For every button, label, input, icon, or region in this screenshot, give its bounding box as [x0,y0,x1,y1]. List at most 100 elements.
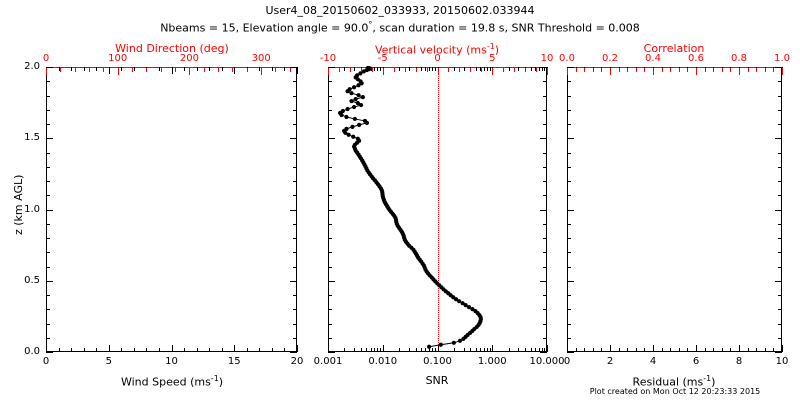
x-minor-tick [46,348,47,352]
data-point [356,83,361,88]
x-minor-tick-top [429,67,431,71]
x-minor-tick [486,348,488,352]
top-axis-tick-label: -10 [319,53,337,64]
x-minor-tick-top [486,67,488,71]
x-minor-tick-top [434,67,436,71]
x-minor-tick [782,348,783,352]
y-tick-right [778,266,782,268]
top-axis-minor-tick [246,68,248,72]
subtitle-elevation: Elevation angle = 90.0 [242,21,369,35]
top-axis-minor-tick [218,68,220,72]
panel-middle-top-axis-label: Vertical velocity (ms-1) [374,42,500,57]
x-minor-tick [221,348,223,352]
x-minor-tick [730,348,732,352]
y-tick [328,323,332,325]
x-minor-tick [121,348,123,352]
zero-vertical-velocity-line [437,68,439,351]
x-tick-label: 0.100 [423,356,452,367]
data-point [349,91,354,96]
top-axis-minor-tick [721,68,723,72]
x-minor-tick [739,348,740,352]
top-axis-minor-tick [437,68,439,72]
x-minor-tick [354,348,356,352]
data-point [344,126,349,131]
x-minor-tick [380,348,382,352]
x-minor-tick [83,348,85,352]
top-axis-tick-label: 0 [42,53,50,64]
x-tick-label: 0.001 [313,356,343,367]
top-axis-minor-tick [338,68,340,72]
x-minor-tick [425,348,427,352]
panel-middle-x-axis-label: SNR [425,374,449,387]
data-point [356,93,361,98]
x-minor-tick [627,348,629,352]
top-axis-tick-label: 5 [489,53,496,64]
panel-right-plot-area[interactable] [567,67,782,352]
y-tick-right [778,81,782,83]
y-tick-right [775,209,782,211]
y-tick-right [543,95,547,97]
x-major-tick [328,345,329,352]
y-tick-right [778,337,782,339]
x-minor-tick [184,348,186,352]
x-major-tick [547,345,548,352]
top-axis-minor-tick [618,68,620,72]
top-axis-tick-label: 10 [540,53,554,64]
data-point [344,114,349,120]
x-minor-tick [470,348,472,352]
y-tick [567,295,571,296]
top-axis-minor-tick [470,68,472,72]
top-axis-minor-tick [349,68,351,72]
y-tick-right [293,124,297,125]
y-tick [328,124,332,125]
x-minor-tick [541,348,543,352]
y-tick-right [293,181,297,182]
x-minor-tick [525,348,527,352]
x-minor-tick-top [541,67,543,71]
y-tick [328,152,332,154]
top-axis-minor-tick [730,68,732,72]
data-point [357,122,362,127]
x-minor-tick-top [544,67,546,71]
y-tick [46,309,50,311]
panel-middle-plot-area[interactable] [328,65,547,352]
top-axis-minor-tick [567,68,568,72]
data-point [351,104,357,110]
data-point [351,85,357,90]
subtitle-duration: , scan duration = 19.8 s, [372,21,509,35]
x-minor-tick-top [538,67,540,71]
data-point [360,95,365,100]
y-tick [567,337,571,339]
x-minor-tick [171,348,173,352]
x-minor-tick [480,348,482,352]
top-axis-minor-tick [481,68,483,72]
x-minor-tick-top [297,67,298,71]
x-minor-tick [196,348,198,352]
y-tick [328,223,332,225]
y-tick [46,238,50,239]
top-axis-tick-label: 300 [251,53,271,64]
y-tick [328,109,332,111]
x-minor-tick [713,348,715,352]
data-point [355,136,360,141]
y-tick [328,280,335,282]
y-tick-right [293,337,297,339]
y-tick-right [293,152,297,154]
x-minor-tick-top [158,67,160,71]
y-tick-right [543,337,547,339]
y-tick [46,152,50,154]
top-axis-minor-tick [764,68,766,72]
y-tick [567,323,571,325]
y-tick [46,280,53,282]
y-tick [567,166,571,168]
y-tick-right [778,195,782,197]
panel-left-plot-area[interactable] [46,67,297,352]
x-minor-tick-top [370,67,372,71]
x-minor-tick [696,348,697,352]
y-tick-right [293,223,297,225]
x-tick-label: 10 [775,356,789,367]
top-axis-minor-tick [189,68,191,72]
x-minor-tick [575,348,577,352]
y-tick [328,238,332,239]
top-axis-minor-tick [89,68,91,72]
